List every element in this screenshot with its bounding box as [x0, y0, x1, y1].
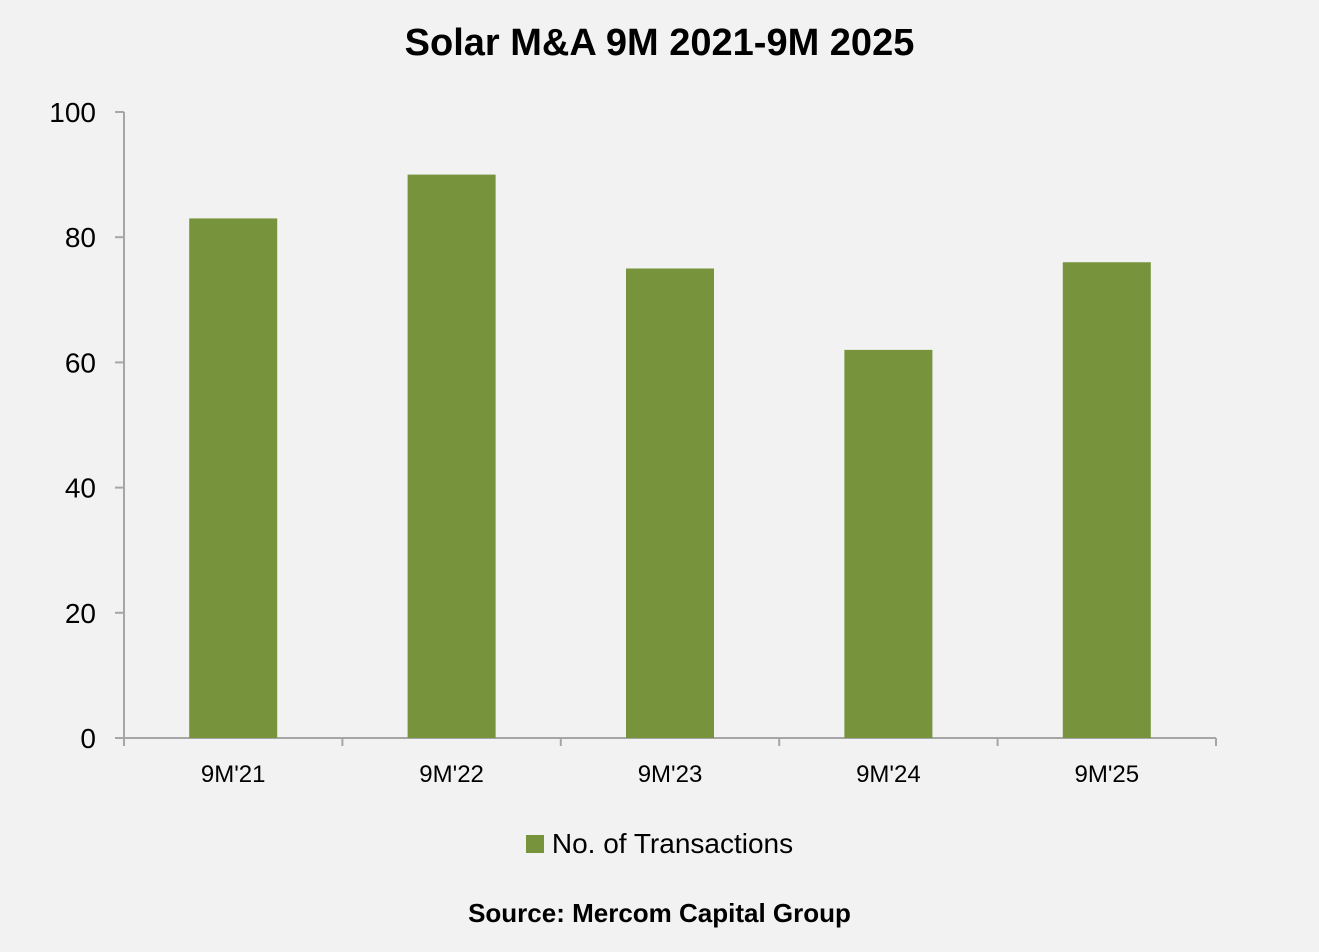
- legend: No. of Transactions: [0, 828, 1319, 860]
- y-tick-label: 60: [65, 347, 96, 378]
- bar: [407, 174, 496, 739]
- chart-title: Solar M&A 9M 2021-9M 2025: [404, 22, 915, 64]
- legend-label: No. of Transactions: [551, 828, 794, 859]
- bar: [626, 268, 714, 738]
- legend-swatch: [525, 834, 544, 853]
- bar: [189, 218, 278, 739]
- source-note: Source: Mercom Capital Group: [468, 898, 851, 928]
- bar: [844, 349, 933, 738]
- x-tick-label: 9M'22: [419, 761, 484, 788]
- bar: [1062, 262, 1151, 738]
- x-tick-label: 9M'25: [1074, 761, 1139, 788]
- y-tick-label: 40: [65, 473, 96, 504]
- y-tick-label: 20: [65, 598, 96, 629]
- y-tick-label: 80: [65, 222, 96, 253]
- y-tick-label: 100: [49, 97, 96, 128]
- y-tick-label: 0: [80, 723, 96, 754]
- x-tick-label: 9M'23: [638, 761, 703, 788]
- x-tick-label: 9M'21: [201, 761, 266, 788]
- x-tick-label: 9M'24: [856, 761, 921, 788]
